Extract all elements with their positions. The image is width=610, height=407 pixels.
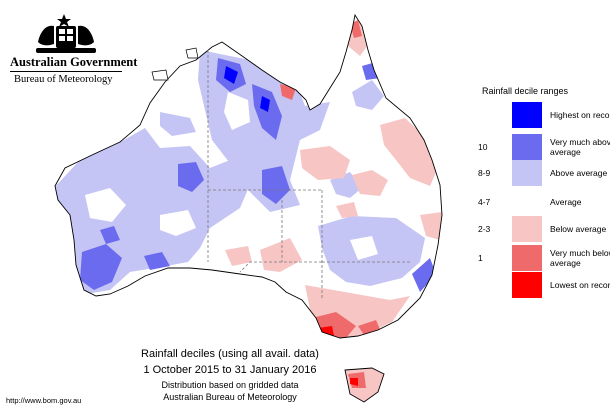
legend-swatch: [512, 160, 542, 186]
legend-swatch: [512, 216, 542, 242]
legend-range: 1: [478, 253, 483, 263]
title-divider: [10, 71, 122, 72]
legend-item-very-much-below: 1 Very much below average: [470, 245, 610, 271]
legend-label: Above average: [550, 168, 608, 178]
source-credit: Australian Bureau of Meteorology: [163, 392, 297, 402]
legend-range: 4-7: [478, 197, 491, 207]
date-range: 1 October 2015 to 31 January 2016: [143, 364, 317, 376]
distribution-note: Distribution based on gridded data: [161, 380, 299, 390]
legend-label: Average: [550, 197, 582, 207]
legend-item-above: 8-9 Above average: [470, 160, 610, 186]
legend-item-lowest: Lowest on record: [470, 272, 610, 298]
island: [151, 69, 169, 81]
legend-item-below: 2-3 Below average: [470, 216, 610, 242]
tasmania: [344, 367, 385, 403]
government-title: Australian Government: [10, 55, 138, 69]
legend-swatch: [512, 245, 542, 271]
map-title: Rainfall deciles (using all avail. data): [141, 348, 319, 360]
legend-swatch: [512, 102, 542, 128]
legend-label: Highest on record: [550, 110, 610, 120]
legend-label: Very much above average: [550, 137, 610, 157]
legend-title: Rainfall decile ranges: [482, 86, 569, 96]
legend-range: 2-3: [478, 224, 491, 234]
state-borders: [207, 50, 412, 300]
legend-range: 10: [478, 142, 488, 152]
legend-label: Very much below average: [550, 248, 610, 268]
legend-item-very-much-above: 10 Very much above average: [470, 134, 610, 160]
highest-on-record-regions: [224, 66, 270, 112]
legend-label: Lowest on record: [550, 280, 610, 290]
bureau-title: Bureau of Meteorology: [14, 74, 113, 85]
legend-label: Below average: [550, 224, 607, 234]
coat-of-arms-logo: [36, 14, 96, 53]
legend-item-highest: Highest on record: [470, 102, 610, 128]
legend-item-average: 4-7 Average: [470, 189, 610, 215]
legend-swatch: [512, 134, 542, 160]
legend-swatch: [512, 272, 542, 298]
island: [185, 47, 199, 59]
website-link[interactable]: http://www.bom.gov.au: [6, 396, 82, 405]
legend-range: 8-9: [478, 168, 491, 178]
average-regions: [85, 92, 378, 260]
legend-swatch: [512, 189, 542, 215]
